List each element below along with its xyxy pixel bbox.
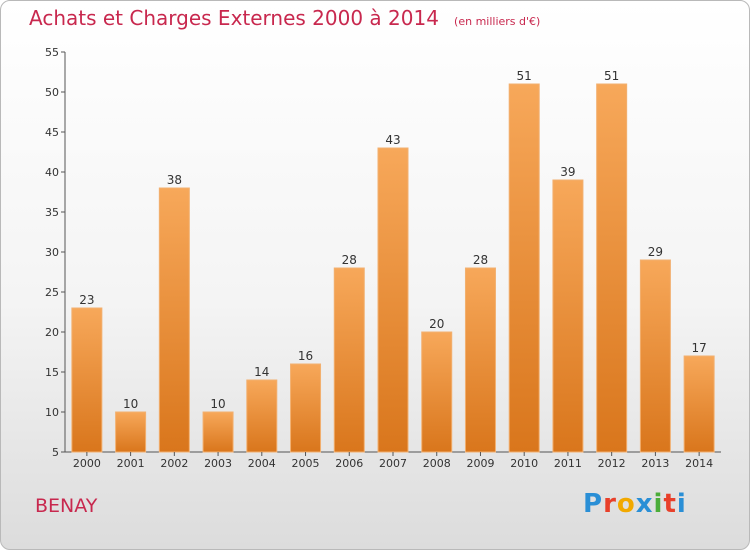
proxiti-logo[interactable]: Proxiti xyxy=(583,489,687,519)
value-label-2000: 23 xyxy=(79,293,94,307)
y-tick-label: 20 xyxy=(45,326,59,339)
y-tick-label: 30 xyxy=(45,246,59,259)
logo-letter: o xyxy=(616,489,636,519)
value-label-2009: 28 xyxy=(473,253,488,267)
x-tick-label-2002: 2002 xyxy=(160,457,188,470)
value-label-2011: 39 xyxy=(560,165,575,179)
value-label-2014: 17 xyxy=(691,341,706,355)
y-axis-ticks: 5 10 15 20 25 30 35 40 45 50 55 xyxy=(45,46,65,459)
bar-2009 xyxy=(464,267,496,453)
bar-2007 xyxy=(377,147,409,453)
commune-name: BENAY xyxy=(35,495,98,517)
x-tick-label-2005: 2005 xyxy=(292,457,320,470)
value-label-2013: 29 xyxy=(648,245,663,259)
bar-2006 xyxy=(333,267,365,453)
value-label-2005: 16 xyxy=(298,349,313,363)
bar-2000 xyxy=(71,307,103,453)
y-tick-label: 35 xyxy=(45,206,59,219)
x-tick-label-2008: 2008 xyxy=(423,457,451,470)
chart-subtitle: (en milliers d'€) xyxy=(454,15,541,28)
x-tick-label-2010: 2010 xyxy=(510,457,538,470)
value-label-2001: 10 xyxy=(123,397,138,411)
bar-2005 xyxy=(290,363,322,453)
value-label-2008: 20 xyxy=(429,317,444,331)
y-tick-label: 40 xyxy=(45,166,59,179)
value-label-2006: 28 xyxy=(342,253,357,267)
x-axis-ticks: 2000 2001 2002 2003 2004 2005 2006 2007 2008 2009… xyxy=(73,452,713,470)
x-tick-label-2013: 2013 xyxy=(641,457,669,470)
chart-bars: 23 10 38 10 14 16 28 43 20 28 51 39 51 29 17 xyxy=(71,69,715,453)
x-tick-label-2007: 2007 xyxy=(379,457,407,470)
x-tick-label-2003: 2003 xyxy=(204,457,232,470)
y-tick-label: 25 xyxy=(45,286,59,299)
bar-2010 xyxy=(508,83,540,453)
y-tick-label: 15 xyxy=(45,366,59,379)
x-tick-label-2014: 2014 xyxy=(685,457,713,470)
bar-2004 xyxy=(246,379,278,453)
value-label-2007: 43 xyxy=(385,133,400,147)
x-tick-label-2009: 2009 xyxy=(466,457,494,470)
bar-2003 xyxy=(202,411,234,453)
y-tick-label: 55 xyxy=(45,46,59,59)
x-tick-label-2006: 2006 xyxy=(335,457,363,470)
logo-letter: i xyxy=(653,489,664,519)
value-label-2010: 51 xyxy=(517,69,532,83)
chart-title: Achats et Charges Externes 2000 à 2014 xyxy=(29,6,439,30)
y-tick-label: 50 xyxy=(45,86,59,99)
bar-2011 xyxy=(552,179,584,453)
bar-2008 xyxy=(421,331,453,453)
value-label-2003: 10 xyxy=(210,397,225,411)
value-label-2012: 51 xyxy=(604,69,619,83)
logo-letter: t xyxy=(663,489,677,519)
bar-2012 xyxy=(596,83,628,453)
bar-2002 xyxy=(158,187,190,453)
y-tick-label: 45 xyxy=(45,126,59,139)
x-tick-label-2001: 2001 xyxy=(117,457,145,470)
x-tick-label-2000: 2000 xyxy=(73,457,101,470)
logo-letter: i xyxy=(676,489,687,519)
y-tick-label: 10 xyxy=(45,406,59,419)
bar-2001 xyxy=(115,411,147,453)
x-tick-label-2012: 2012 xyxy=(598,457,626,470)
logo-letter: P xyxy=(583,489,604,519)
value-label-2004: 14 xyxy=(254,365,269,379)
value-label-2002: 38 xyxy=(167,173,182,187)
bar-2013 xyxy=(639,259,671,453)
logo-letter: x xyxy=(635,489,654,519)
x-tick-label-2011: 2011 xyxy=(554,457,582,470)
bar-2014 xyxy=(683,355,715,453)
x-tick-label-2004: 2004 xyxy=(248,457,276,470)
logo-letter: r xyxy=(603,489,617,519)
title-block: Achats et Charges Externes 2000 à 2014 (… xyxy=(29,6,540,30)
y-tick-label: 5 xyxy=(52,446,59,459)
